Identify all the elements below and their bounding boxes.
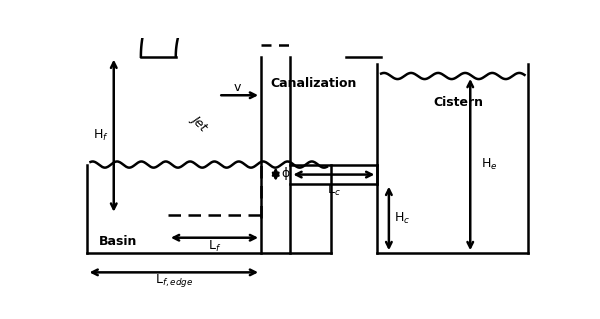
Text: Canalization: Canalization [271, 77, 357, 90]
Text: L$_f$: L$_f$ [208, 239, 221, 255]
Text: Basin: Basin [98, 235, 137, 248]
Text: ϕ: ϕ [281, 167, 290, 180]
Text: L$_{f,edge}$: L$_{f,edge}$ [155, 271, 193, 289]
Text: H$_f$: H$_f$ [93, 128, 109, 143]
Text: Cistern: Cistern [434, 96, 484, 109]
Text: H$_e$: H$_e$ [481, 157, 498, 172]
Text: v: v [234, 81, 241, 94]
Text: H$_c$: H$_c$ [394, 211, 410, 226]
Text: Jet: Jet [188, 112, 209, 133]
Text: L$_c$: L$_c$ [327, 182, 341, 197]
